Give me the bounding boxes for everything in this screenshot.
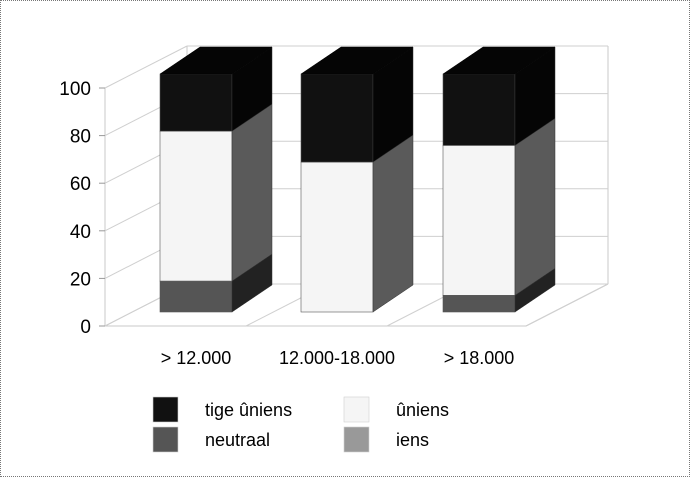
y-axis-ticks: 0 20 40 60 80 100 <box>59 79 91 338</box>
y-tick-label: 20 <box>70 269 91 290</box>
bar-segment-ûniens <box>442 145 516 296</box>
bars <box>159 46 556 313</box>
bar-top <box>442 46 556 75</box>
x-tick-label: 12.000-18.000 <box>279 348 395 368</box>
x-tick-label: > 18.000 <box>444 348 515 368</box>
legend-swatch-tige-ûniens <box>152 396 179 423</box>
legend: tige ûniens ûniens neutraal iens <box>152 396 449 453</box>
x-tick-label: > 12.000 <box>161 348 232 368</box>
legend-swatch-ûniens <box>343 396 370 423</box>
legend-label: ûniens <box>396 400 449 420</box>
y-tick-label: 100 <box>59 79 91 100</box>
y-tick-label: 80 <box>70 127 91 148</box>
bar-segment-tige-ûniens <box>300 73 374 163</box>
bar-segment-tige-ûniens <box>159 73 233 132</box>
bar-side-ûniens <box>514 117 556 296</box>
legend-swatch-neutraal <box>152 426 179 453</box>
y-tick-label: 60 <box>70 174 91 195</box>
gridline-side <box>104 45 188 89</box>
legend-label: iens <box>396 430 429 450</box>
y-tick-label: 40 <box>70 222 91 243</box>
bar-top <box>159 46 273 75</box>
bar-segment-neutraal <box>442 295 516 313</box>
bar-segment-ûniens <box>300 161 374 313</box>
bar-segment-ûniens <box>159 130 233 282</box>
x-axis-labels: > 12.000 12.000-18.000 > 18.000 <box>161 348 515 368</box>
bar-segment-tige-ûniens <box>442 73 516 146</box>
legend-label: neutraal <box>205 430 270 450</box>
legend-label: tige ûniens <box>205 400 292 420</box>
bar-top <box>300 46 414 75</box>
floor-depth-line <box>525 283 609 327</box>
bar-segment-neutraal <box>159 280 233 313</box>
legend-swatch-iens <box>343 426 370 453</box>
bar-side-ûniens <box>231 103 273 282</box>
y-tick-label: 0 <box>80 317 91 338</box>
bar-side-ûniens <box>372 134 414 313</box>
